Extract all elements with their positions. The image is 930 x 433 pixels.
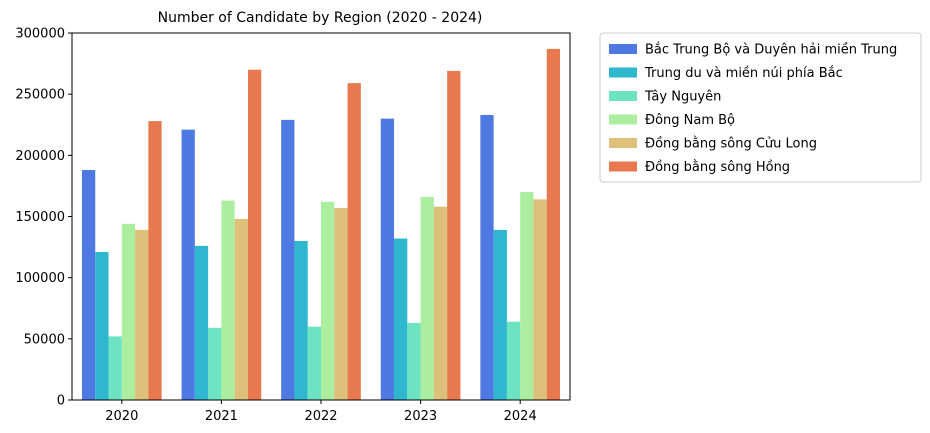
legend-label: Đông Nam Bộ <box>645 113 735 128</box>
bar <box>194 245 209 400</box>
bar <box>208 327 222 400</box>
legend-label: Tây Nguyên <box>644 90 721 105</box>
bar <box>433 206 448 400</box>
bar <box>181 129 195 400</box>
x-tick-label: 2021 <box>205 409 238 424</box>
x-tick-label: 2023 <box>404 409 437 424</box>
x-tick-label: 2024 <box>504 409 537 424</box>
bar <box>148 121 162 400</box>
legend-swatch <box>609 67 637 78</box>
bar <box>334 207 348 400</box>
legend: Bắc Trung Bộ và Duyên hải miền Trung Trun… <box>599 32 922 183</box>
legend-box <box>599 32 922 183</box>
bar <box>480 114 494 401</box>
bar <box>95 251 109 400</box>
legend-swatch <box>609 114 637 125</box>
bar <box>347 83 361 400</box>
bar <box>493 229 507 400</box>
bar <box>321 201 335 400</box>
legend-label: Đồng bằng sông Cửu Long <box>645 137 817 152</box>
y-tick-label: 250000 <box>15 88 65 103</box>
y-tick-label: 0 <box>57 394 65 409</box>
bar <box>546 48 561 401</box>
x-tick-label: 2020 <box>105 409 138 424</box>
bar <box>121 223 136 400</box>
legend-label: Đồng bằng sông Hồng <box>645 160 790 175</box>
legend-swatch <box>609 91 637 101</box>
bar <box>135 229 149 400</box>
bar <box>447 70 461 401</box>
bar <box>506 321 521 400</box>
bar <box>520 192 534 400</box>
legend-swatch <box>609 138 637 148</box>
y-tick-label: 300000 <box>15 27 65 42</box>
bar <box>407 322 421 400</box>
bar <box>380 118 395 400</box>
plot-area: 0 50000 100000 150000 200000 250000 300000 2020… <box>15 27 571 424</box>
bar <box>294 240 308 400</box>
bar <box>281 119 295 401</box>
legend-swatch <box>609 44 637 54</box>
bar <box>394 238 408 400</box>
legend-swatch <box>609 161 637 172</box>
chart-title: Number of Candidate by Region (2020 - 20… <box>158 10 483 26</box>
y-tick-label: 50000 <box>24 332 65 347</box>
bar <box>533 199 547 400</box>
bar <box>307 326 321 400</box>
legend-label: Trung du và miền núi phía Bắc <box>644 66 843 81</box>
legend-label: Bắc Trung Bộ và Duyên hải miền Trung <box>645 43 897 58</box>
bar <box>221 200 235 400</box>
x-tick-label: 2022 <box>304 409 337 424</box>
bar <box>108 336 122 400</box>
bar <box>234 218 248 400</box>
bar <box>420 196 434 400</box>
bar <box>247 69 262 400</box>
y-tick-label: 150000 <box>15 210 65 225</box>
bar <box>81 170 96 400</box>
y-tick-label: 200000 <box>15 149 65 164</box>
y-tick-label: 100000 <box>15 271 65 286</box>
